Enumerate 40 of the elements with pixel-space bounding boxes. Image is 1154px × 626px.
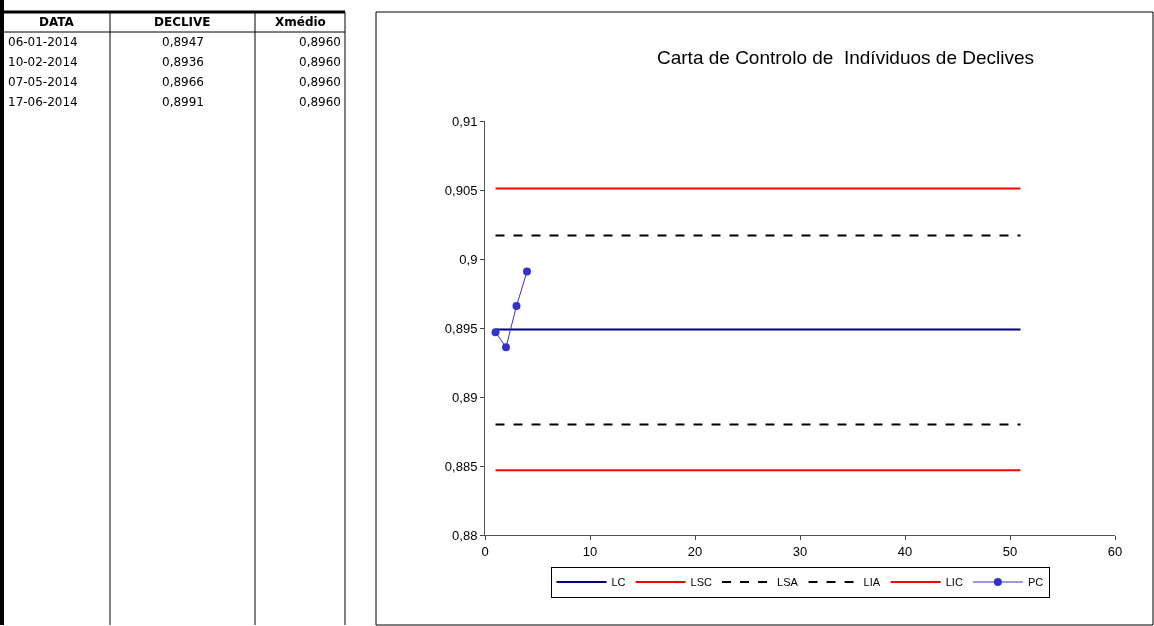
y-tick-label: 0,895 <box>444 320 478 336</box>
legend-label: LSC <box>690 576 713 589</box>
x-tick-label: 10 <box>582 543 598 559</box>
text: DECLIVE <box>154 15 211 29</box>
y-tick-label: 0,88 <box>452 527 478 543</box>
point <box>491 328 500 337</box>
text: 0,8960 <box>299 95 341 109</box>
y-tick-label: 0,89 <box>452 389 478 405</box>
x-tick-label: 30 <box>792 543 808 559</box>
y-tick-label: 0,9 <box>459 251 478 267</box>
legend-label: LC <box>611 576 626 589</box>
text: 0,8960 <box>299 55 341 69</box>
y-tick-label: 0,905 <box>444 182 478 198</box>
x-tick-label: 50 <box>1002 543 1018 559</box>
text: 0,8991 <box>162 95 204 109</box>
point <box>512 301 521 310</box>
legend-label: LIC <box>945 576 963 589</box>
text: Xmédio <box>275 15 326 29</box>
legend-label: LIA <box>863 576 881 589</box>
x-tick-label: 60 <box>1107 543 1123 559</box>
text: 07-05-2014 <box>8 75 78 89</box>
text: 06-01-2014 <box>8 35 78 49</box>
point <box>502 343 510 352</box>
y-tick-label: 0,91 <box>452 113 478 129</box>
text: 0,8960 <box>299 35 341 49</box>
x-tick-label: 0 <box>481 543 489 559</box>
text: 0,8947 <box>162 35 204 49</box>
point <box>523 267 531 276</box>
legend-label: PC <box>1027 576 1044 589</box>
text: 10-02-2014 <box>8 55 78 69</box>
text: DATA <box>39 15 75 29</box>
x-tick-label: 20 <box>687 543 703 559</box>
text: 0,8960 <box>299 75 341 89</box>
text: 0,8936 <box>162 55 204 69</box>
text: 17-06-2014 <box>8 95 78 109</box>
x-tick-label: 40 <box>897 543 913 559</box>
y-tick-label: 0,885 <box>444 458 478 474</box>
chart-title: Carta de Controlo de Indíviduos de Declives <box>657 47 1035 68</box>
legend-label: LSA <box>777 576 799 589</box>
text: 0,8966 <box>162 75 204 89</box>
